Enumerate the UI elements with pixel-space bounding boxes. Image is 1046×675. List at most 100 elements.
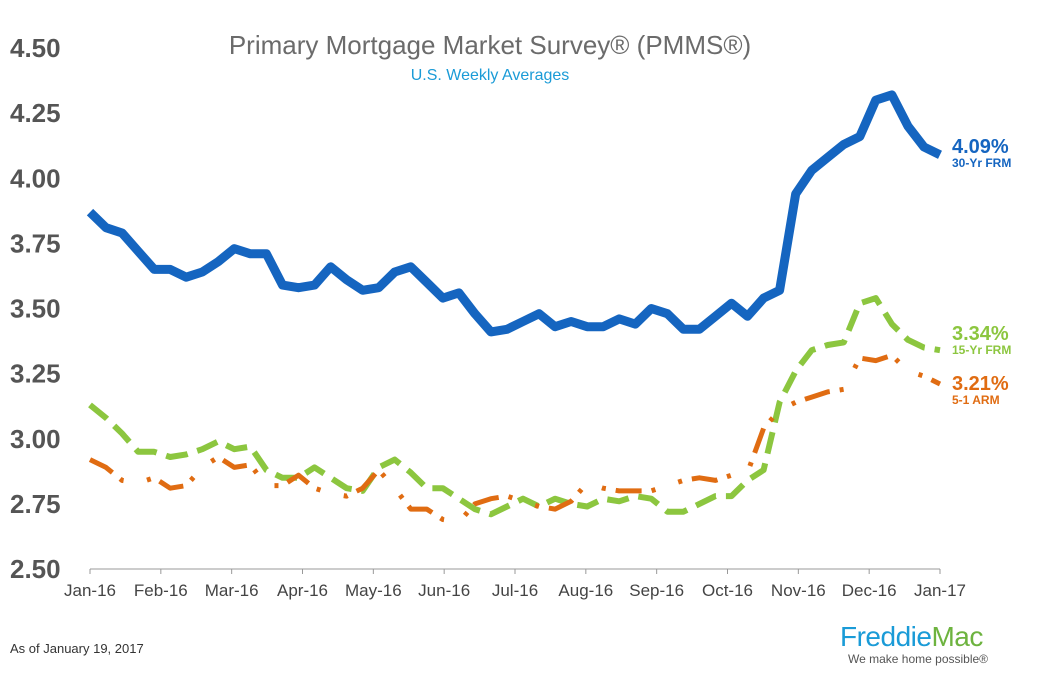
data-point [122,232,123,233]
data-point [474,503,475,504]
data-point [523,498,524,499]
data-point [378,467,379,468]
data-point [186,454,187,455]
data-point [683,329,684,330]
data-point [410,266,411,267]
data-point [314,285,315,286]
data-point [747,480,748,481]
freddie-mac-logo: FreddieMac We make home possible® [840,622,1040,667]
chart-title: Primary Mortgage Market Survey® (PMMS®) [229,30,751,60]
data-point [907,126,908,127]
data-point [843,389,844,390]
data-point [795,371,796,372]
data-point [410,509,411,510]
y-tick-label: 3.00 [10,424,61,454]
data-point [635,496,636,497]
data-point [555,498,556,499]
data-point [651,308,652,309]
data-point [426,282,427,283]
data-point [923,347,924,348]
data-point [667,313,668,314]
logo-tagline: We make home possible® [848,652,989,666]
data-point [490,331,491,332]
data-point [731,303,732,304]
data-point [362,488,363,489]
data-point [154,451,155,452]
data-point [907,339,908,340]
data-point [250,464,251,465]
series-end-labels: 4.09%30-Yr FRM 3.34%15-Yr FRM 3.21%5-1 ARM [952,136,1011,407]
data-point [442,488,443,489]
data-point [346,496,347,497]
as-of-date: As of January 19, 2017 [10,641,144,656]
series-end-name: 5-1 ARM [952,393,1000,407]
data-point [202,272,203,273]
series-line-15-yr-frm [88,295,941,518]
data-point [763,298,764,299]
data-point [218,456,219,457]
data-point [378,287,379,288]
data-point [907,371,908,372]
data-point [940,350,941,351]
data-point [651,498,652,499]
data-point [763,428,764,429]
data-point [474,509,475,510]
data-point [218,441,219,442]
data-point [106,467,107,468]
data-point [779,290,780,291]
x-tick-label: Jul-16 [492,581,538,600]
data-point [619,501,620,502]
data-point [138,483,139,484]
data-point [346,279,347,280]
data-point [234,248,235,249]
data-point [506,506,507,507]
data-point [811,170,812,171]
x-tick-label: Jan-16 [64,581,116,600]
y-axis-ticks: 4.50 4.25 4.00 3.75 3.50 3.25 3.00 2.75 2.50 [10,33,61,584]
data-point [138,451,139,452]
data-point [811,350,812,351]
data-point [266,470,267,471]
data-point [875,100,876,101]
data-point [923,376,924,377]
x-tick-label: Apr-16 [277,581,328,600]
x-tick-label: Oct-16 [702,581,753,600]
data-point [715,316,716,317]
data-point [362,290,363,291]
data-point [490,514,491,515]
data-point [667,485,668,486]
data-point [330,493,331,494]
data-point [667,511,668,512]
series-end-value: 3.34% [952,323,1009,345]
data-point [619,318,620,319]
x-tick-label: Dec-16 [842,581,897,600]
data-point [587,326,588,327]
y-tick-label: 4.25 [10,98,61,128]
data-point [90,459,91,460]
data-point [298,287,299,288]
y-tick-label: 4.00 [10,163,61,193]
data-point [250,446,251,447]
data-point [298,475,299,476]
data-point [940,154,941,155]
data-point [827,157,828,158]
data-point [282,285,283,286]
data-point [458,292,459,293]
data-point [635,490,636,491]
data-point [635,324,636,325]
data-point [747,472,748,473]
data-point [330,477,331,478]
data-point [891,94,892,95]
data-point [715,496,716,497]
data-point [731,475,732,476]
data-point [282,477,283,478]
data-point [699,477,700,478]
series-layer [86,90,942,525]
data-point [106,417,107,418]
data-point [154,477,155,478]
data-point [394,272,395,273]
data-point [426,488,427,489]
logo-wordmark: FreddieMac [840,622,1040,652]
data-point [378,470,379,471]
